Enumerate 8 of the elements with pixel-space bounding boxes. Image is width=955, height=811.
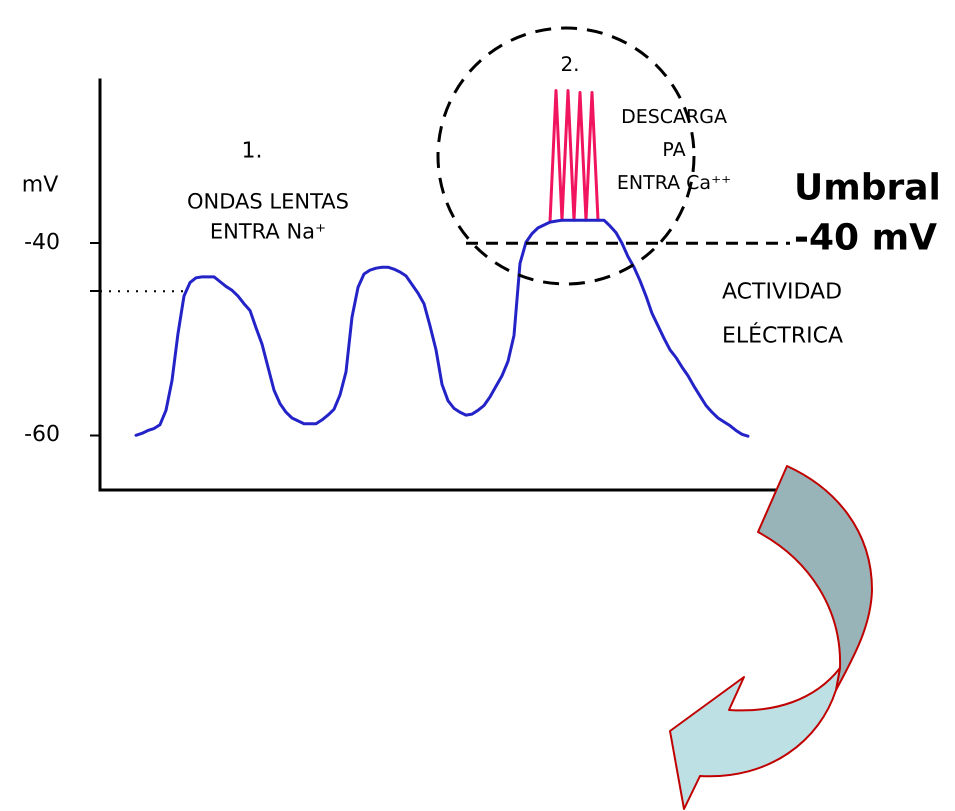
text: 2. [560,52,580,76]
annotation: 1. [242,138,262,164]
y-tick-label: -40 [24,230,60,255]
y-tick-label: -60 [24,422,60,447]
annotation: ACTIVIDAD ELÉCTRICA [722,280,844,349]
annotation: ONDAS LENTAS ENTRA Na⁺ [187,189,349,244]
ref-line-label: Umbral -40 mV [794,168,941,259]
y-axis-title: mV [22,172,58,198]
